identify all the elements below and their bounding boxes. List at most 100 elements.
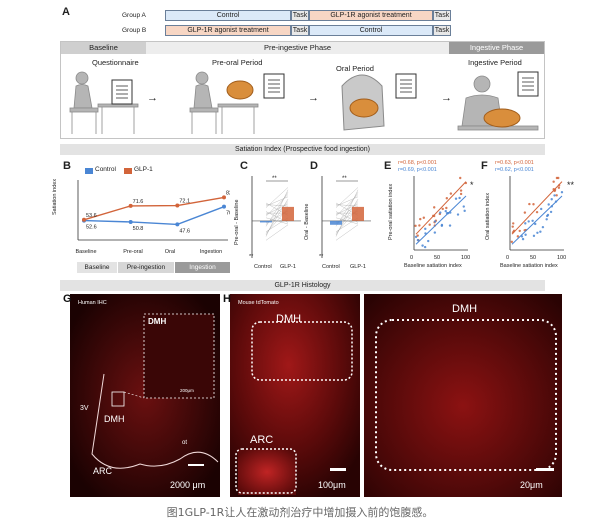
- c-sig: **: [249, 254, 254, 260]
- panel-f-xlabel: Baseline satiation index: [500, 263, 558, 269]
- arrow-icon-2: →: [308, 92, 319, 104]
- panel-a-label: A: [62, 6, 70, 18]
- b-data-label: 71.6: [133, 199, 144, 205]
- e-point: [459, 192, 463, 196]
- f-point: [540, 207, 543, 211]
- panel-g-arc-label: ARC: [93, 466, 113, 476]
- f-sig: **: [567, 180, 575, 190]
- f-point: [511, 225, 514, 228]
- panel-h-label: H: [223, 293, 231, 305]
- group-a-task-2: Task: [433, 10, 451, 21]
- group-a-task-1: Task: [291, 10, 309, 21]
- f-point: [555, 176, 559, 180]
- panel-g-inset-scale: 200μm: [180, 388, 194, 393]
- f-point: [532, 234, 536, 238]
- e-point: [433, 220, 437, 223]
- b-point: [82, 217, 86, 222]
- panel-b-ylabel: Satiation index: [52, 178, 58, 215]
- e-point: [427, 239, 430, 243]
- d-bar-control: [330, 220, 342, 225]
- oral-sheet-icon: [395, 73, 417, 99]
- panel-g-scale-label: 2000 μm: [170, 480, 206, 490]
- panel-g-3v-label: 3V: [80, 405, 89, 412]
- group-b-task-2: Task: [433, 25, 451, 36]
- f-point: [518, 229, 521, 233]
- panel-c-ylabel: Pre-oral - Baseline: [234, 199, 240, 245]
- d-xlabel-glp: GLP-1: [350, 264, 366, 270]
- panel-b-line-chart: 52.6 50.8 47.6 70.6 53.6 71.6 72.1 82.6: [77, 180, 230, 241]
- f-point: [534, 222, 537, 226]
- e-point: [418, 224, 421, 227]
- d-sig: **: [319, 254, 324, 260]
- e-fit-line: [415, 195, 467, 245]
- arrow-icon-3: →: [441, 92, 452, 104]
- ingestive-period-label: Ingestive Period: [468, 58, 522, 67]
- panel-g-title: Human IHC: [78, 300, 107, 306]
- e-r1: r=0.68, p<0.001: [398, 160, 437, 166]
- questionnaire-person-figure: [69, 71, 139, 134]
- e-tick-100: 100: [461, 255, 471, 261]
- b-data-label: 47.6: [179, 228, 190, 234]
- c-bar-glp-1: [282, 206, 294, 221]
- f-point: [523, 211, 527, 214]
- d-pair-line: [335, 187, 359, 208]
- e-point: [439, 211, 442, 214]
- oral-face-figure: [341, 74, 385, 131]
- e-point: [416, 234, 419, 237]
- ingestive-chicken-icon: [483, 108, 521, 128]
- c-xlabel-glp: GLP-1: [280, 264, 296, 270]
- d-pair-line: [335, 224, 359, 241]
- b-data-label: 72.1: [179, 199, 190, 205]
- f-point: [524, 233, 527, 236]
- panel-g-label: G: [63, 293, 72, 305]
- e-point: [433, 206, 436, 209]
- b-data-label: 50.8: [133, 226, 144, 232]
- f-fit-line: [511, 181, 563, 235]
- b-xlabel-1: Pre-oral: [123, 249, 143, 255]
- panel-c-bar-chart: **: [251, 176, 301, 258]
- b-data-label: 70.6: [226, 211, 230, 217]
- f-tick-0: 0: [506, 255, 510, 261]
- f-point: [528, 202, 531, 206]
- phase-baseline: Baseline: [61, 42, 146, 54]
- questionnaire-label: Questionnaire: [92, 58, 139, 67]
- f-point: [555, 194, 558, 197]
- group-a-label: Group A: [122, 12, 146, 19]
- pre-oral-period-label: Pre-oral Period: [212, 58, 263, 67]
- panel-b-label: B: [63, 160, 71, 172]
- b-xlabel-0: Baseline: [75, 249, 97, 255]
- f-point: [546, 213, 550, 217]
- f-point: [541, 225, 545, 229]
- e-point: [445, 197, 449, 200]
- e-point: [463, 209, 466, 213]
- group-b-label: Group B: [122, 27, 147, 34]
- f-point: [512, 222, 515, 225]
- panel-d-label: D: [310, 160, 318, 172]
- d-sig-mark: **: [342, 176, 347, 182]
- legend-glp-label: GLP-1: [134, 166, 153, 173]
- group-a-control-bar: Control: [165, 10, 291, 21]
- pre-oral-person-figure: [189, 71, 259, 134]
- f-point: [557, 186, 561, 189]
- b-xlabel-3: Ingestion: [199, 249, 223, 255]
- panel-h-title: Mouse tdTomato: [238, 300, 279, 306]
- phase-frame: [60, 41, 545, 139]
- e-point: [459, 176, 462, 180]
- e-point: [462, 205, 465, 208]
- panel-h-zoom-dmh-label: DMH: [452, 303, 478, 315]
- f-point: [510, 240, 514, 244]
- e-tick-0: 0: [410, 255, 414, 261]
- f-point: [535, 210, 539, 214]
- panel-h-zoom-scale-label: 20μm: [520, 480, 543, 490]
- arrow-icon-1: →: [147, 92, 158, 104]
- d-pair-line: [335, 189, 359, 237]
- e-point: [459, 189, 463, 192]
- e-fit-line: [415, 181, 467, 235]
- questionnaire-sheet-icon: [111, 79, 133, 105]
- d-xlabel-control: Control: [322, 264, 340, 270]
- f-point: [549, 210, 553, 214]
- f-r2: r=0.62, p<0.001: [495, 167, 534, 173]
- c-pair-line: [265, 217, 289, 225]
- b-point: [128, 203, 133, 208]
- panel-f-scatter: [509, 176, 564, 251]
